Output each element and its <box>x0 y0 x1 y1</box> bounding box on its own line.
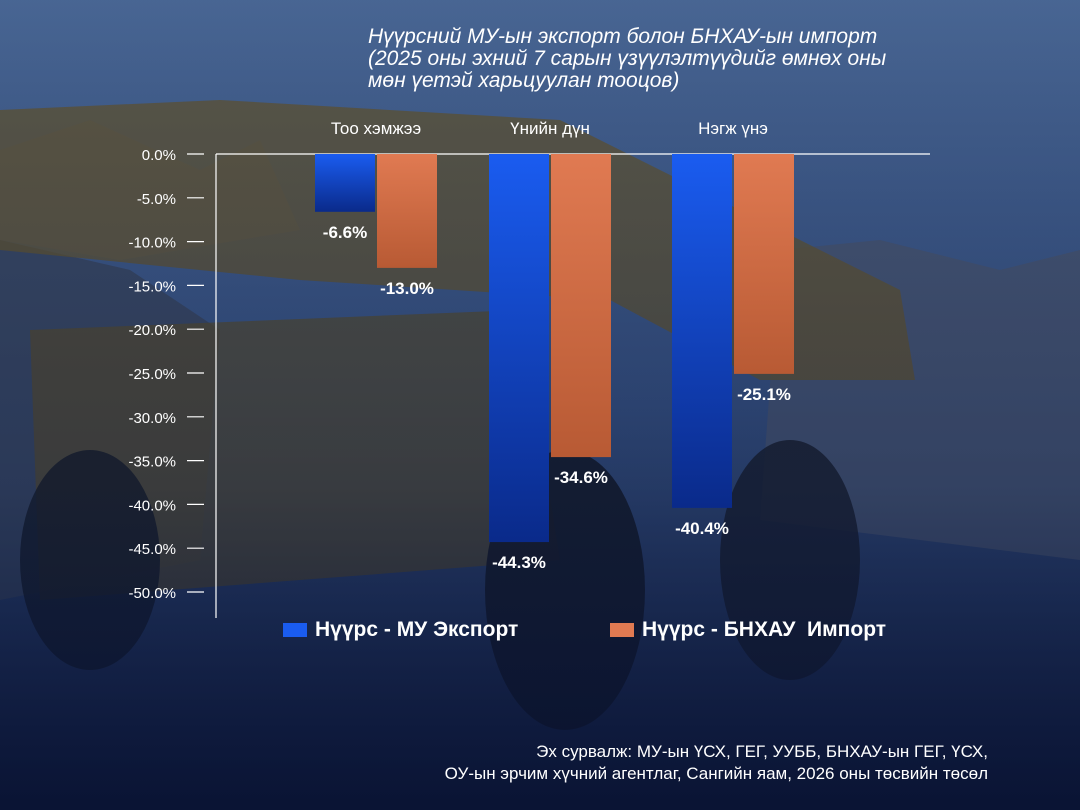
bar-export-1 <box>489 154 549 543</box>
source-line-1: Эх сурвалж: МУ-ын ҮСХ, ГЕГ, УУББ, БНХАУ-… <box>536 742 988 761</box>
title-line-1: Нүүрсний МУ-ын экспорт болон БНХАУ-ын им… <box>368 25 878 48</box>
y-tick-label: -5.0% <box>137 191 176 208</box>
y-tick-label: -50.0% <box>128 585 176 602</box>
source-line-2: ОУ-ын эрчим хүчний агентлаг, Сангийн яам… <box>444 764 988 783</box>
y-tick-label: -10.0% <box>128 235 176 252</box>
data-label: -6.6% <box>323 223 367 242</box>
data-label: -40.4% <box>675 519 729 538</box>
source-note: Эх сурвалж: МУ-ын ҮСХ, ГЕГ, УУББ, БНХАУ-… <box>445 741 988 785</box>
legend-item: Нүүрс - МУ Экспорт <box>283 618 518 642</box>
legend-label: Нүүрс - БНХАУ Импорт <box>642 618 887 641</box>
data-label: -13.0% <box>380 279 434 298</box>
chart-title: Нүүрсний МУ-ын экспорт болон БНХАУ-ын им… <box>368 26 1008 92</box>
legend-label: Нүүрс - МУ Экспорт <box>315 618 519 641</box>
bar-import-2 <box>734 154 794 374</box>
bar-export-2 <box>672 154 732 508</box>
legend-swatch <box>283 623 307 637</box>
bar-import-0 <box>377 154 437 268</box>
y-tick-label: -30.0% <box>128 410 176 427</box>
y-tick-label: -25.0% <box>128 366 176 383</box>
y-tick-label: -20.0% <box>128 322 176 339</box>
bar-import-1 <box>551 154 611 458</box>
category-label: Үнийн дүн <box>510 119 590 138</box>
bar-export-0 <box>315 154 375 212</box>
data-label: -34.6% <box>554 468 608 487</box>
legend-swatch <box>610 623 634 637</box>
category-label: Нэгж үнэ <box>698 119 768 138</box>
y-tick-label: 0.0% <box>142 147 176 164</box>
category-label: Тоо хэмжээ <box>330 119 422 138</box>
data-label: -25.1% <box>737 385 791 404</box>
title-line-3: мөн үетэй харьцуулан тооцов) <box>368 69 680 92</box>
y-tick-label: -15.0% <box>128 278 176 295</box>
y-tick-label: -40.0% <box>128 497 176 514</box>
y-tick-label: -35.0% <box>128 454 176 471</box>
title-line-2: (2025 оны эхний 7 сарын үзүүлэлтүүдийг ө… <box>368 47 887 70</box>
data-label: -44.3% <box>492 553 546 572</box>
y-tick-label: -45.0% <box>128 541 176 558</box>
legend-item: Нүүрс - БНХАУ Импорт <box>610 618 886 642</box>
